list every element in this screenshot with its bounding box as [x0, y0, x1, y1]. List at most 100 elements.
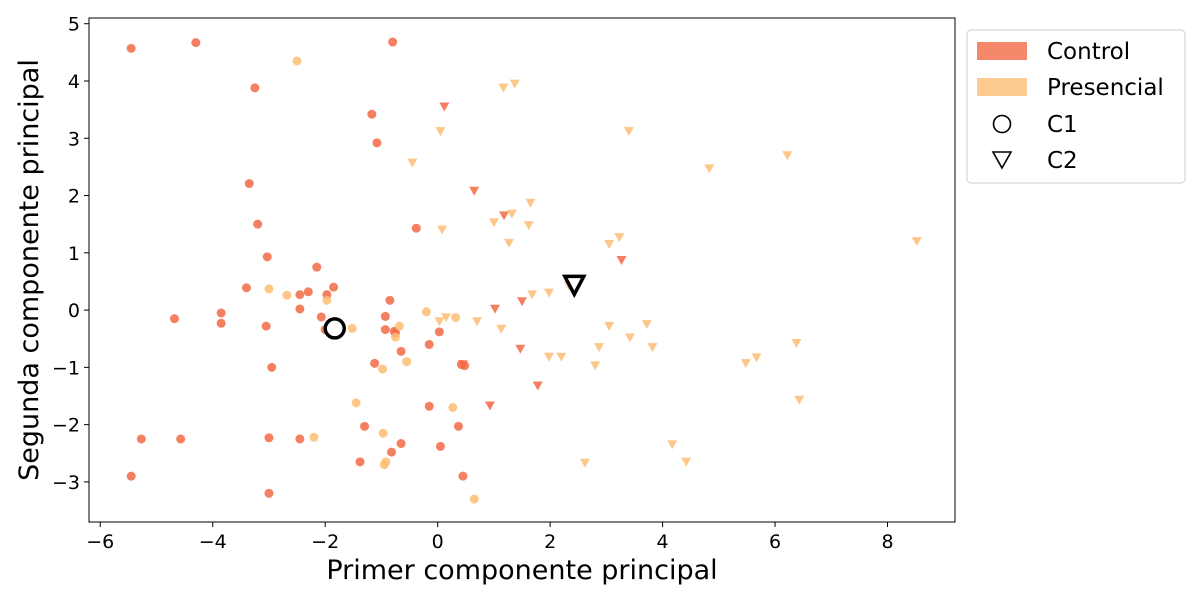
control-c2-point [515, 344, 526, 354]
control-c1-point [367, 109, 377, 119]
presencial-c2-point [441, 313, 452, 323]
presencial-c2-point [594, 343, 605, 353]
control-c1-point [262, 252, 272, 262]
presencial-c2-point [740, 359, 751, 369]
control-c1-point [241, 283, 251, 293]
presencial-c2-point [437, 225, 448, 235]
presencial-c2-point [506, 209, 517, 219]
presencial-c1-point [469, 494, 479, 504]
presencial-c1-point [402, 357, 412, 367]
presencial-c1-point [292, 56, 302, 66]
presencial-c1-point [351, 398, 361, 408]
control-c1-point [295, 434, 305, 444]
presencial-c2-point [590, 361, 601, 371]
presencial-c2-point [604, 321, 615, 331]
presencial-c2-point [488, 218, 499, 228]
presencial-c1-point [421, 307, 431, 317]
legend: Control Presencial C1 C2 [966, 29, 1186, 184]
centroid-markers [323, 274, 587, 340]
control-c1-point [216, 308, 226, 318]
presencial-c2-point [647, 343, 658, 353]
x-axis-ticks: −6 −4 −2 0 2 4 6 8 [86, 522, 894, 553]
presencial-c2-point [543, 352, 554, 362]
control-c1-point [267, 362, 277, 372]
presencial-c2-point [509, 79, 520, 89]
x-tick-label: −2 [311, 531, 339, 553]
y-tick-label: 2 [68, 186, 80, 208]
y-tick-label: −3 [52, 472, 80, 494]
legend-presencial-label: Presencial [1047, 75, 1164, 101]
control-c1-point [312, 262, 322, 272]
control-c1-point [435, 441, 445, 451]
presencial-c2-point [525, 198, 536, 208]
legend-c2-label: C2 [1047, 148, 1078, 174]
presencial-c2-point [543, 288, 554, 298]
presencial-c1-point [282, 290, 292, 300]
y-tick-label: −1 [52, 357, 80, 379]
x-tick-label: 0 [432, 531, 444, 553]
control-c2-point [469, 186, 480, 196]
control-c1-point [303, 287, 313, 297]
presencial-c2-point [496, 324, 507, 334]
presencial-c1-point [379, 460, 389, 470]
y-tick-label: −2 [52, 415, 80, 437]
y-tick-label: 1 [68, 243, 80, 265]
legend-c1-label: C1 [1047, 112, 1078, 138]
presencial-c1-point [378, 364, 388, 374]
centroid-c2-marker [561, 274, 587, 299]
control-c1-point [176, 434, 186, 444]
y-tick-label: 4 [68, 71, 80, 93]
control-c1-point [250, 83, 260, 93]
control-c2-point [532, 381, 543, 391]
control-c1-point [136, 434, 146, 444]
legend-presencial-swatch [977, 78, 1027, 96]
legend-c2-triangle-icon [991, 151, 1013, 170]
presencial-c1-point [322, 295, 332, 305]
presencial-c2-point [667, 440, 678, 450]
y-tick-label: 0 [68, 300, 80, 322]
x-axis-label: Primer componente principal [326, 555, 717, 586]
presencial-c2-point [681, 457, 692, 467]
presencial-c1-point [394, 321, 404, 331]
control-c1-point [411, 223, 421, 233]
presencial-c2-point [498, 83, 509, 93]
control-c2-point [490, 304, 501, 314]
control-c1-point [380, 311, 390, 321]
presencial-c1-point [390, 332, 400, 342]
control-c2-point [457, 360, 468, 370]
x-tick-label: 8 [881, 531, 893, 553]
presencial-c2-point [623, 127, 634, 137]
control-c1-point [191, 38, 201, 48]
y-tick-label: 3 [68, 128, 80, 150]
control-c1-point [295, 290, 305, 300]
presencial-c1-point [264, 284, 274, 294]
control-c1-point [329, 282, 339, 292]
presencial-c2-point [751, 353, 762, 363]
control-c1-point [264, 433, 274, 443]
x-tick-label: −4 [199, 531, 227, 553]
presencial-c2-point [435, 127, 446, 137]
plot-area-frame [88, 17, 956, 523]
y-axis-label: Segunda componente principal [14, 59, 45, 481]
x-tick-label: −6 [86, 531, 114, 553]
control-c2-point [439, 102, 450, 112]
presencial-c2-point [504, 238, 515, 248]
x-tick-label: 2 [544, 531, 556, 553]
presencial-c1-point [309, 432, 319, 442]
presencial-c1-point [347, 323, 357, 333]
control-c1-point [244, 179, 254, 189]
presencial-c2-point [407, 158, 418, 168]
control-c1-point [169, 314, 179, 324]
legend-control-label: Control [1047, 39, 1130, 65]
control-c1-point [434, 327, 444, 337]
presencial-c2-point [911, 237, 922, 247]
presencial-c2-point [579, 458, 590, 468]
control-c1-point [355, 457, 365, 467]
presencial-c2-point [434, 317, 445, 327]
presencial-c2-point [791, 339, 802, 349]
y-tick-label: 5 [68, 14, 80, 36]
data-markers [126, 37, 922, 504]
presencial-c2-point [556, 352, 567, 362]
control-c2-point [616, 256, 627, 266]
